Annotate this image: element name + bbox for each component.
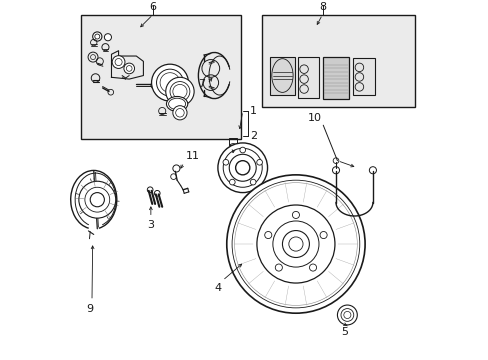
Text: 1: 1 [249, 106, 256, 116]
Ellipse shape [168, 98, 185, 109]
Circle shape [250, 179, 255, 185]
Circle shape [79, 181, 116, 218]
Circle shape [240, 147, 245, 153]
Text: 7: 7 [198, 79, 205, 89]
Bar [262, 15, 414, 108]
Circle shape [229, 179, 235, 185]
Bar [81, 15, 241, 139]
Bar [298, 57, 318, 98]
Text: 2: 2 [249, 131, 256, 141]
Circle shape [309, 264, 316, 271]
Text: 5: 5 [341, 327, 347, 337]
Text: 9: 9 [86, 304, 94, 314]
Text: 6: 6 [149, 3, 156, 12]
Circle shape [264, 231, 271, 239]
Circle shape [104, 34, 111, 41]
Circle shape [123, 63, 134, 74]
Text: 10: 10 [307, 113, 321, 123]
Text: 3: 3 [147, 220, 154, 230]
Circle shape [256, 159, 262, 165]
Circle shape [112, 56, 125, 68]
Circle shape [93, 32, 102, 41]
Circle shape [275, 264, 282, 271]
Circle shape [337, 305, 357, 325]
Circle shape [95, 34, 100, 39]
Circle shape [223, 159, 228, 165]
Text: 4: 4 [214, 283, 221, 293]
Bar [322, 57, 348, 99]
Circle shape [319, 231, 326, 239]
Circle shape [165, 77, 194, 106]
Bar [269, 57, 294, 95]
Bar [352, 58, 374, 95]
Circle shape [292, 211, 299, 219]
Circle shape [172, 106, 186, 120]
Text: 11: 11 [185, 151, 200, 161]
Text: 8: 8 [318, 3, 325, 12]
Circle shape [151, 64, 188, 101]
Bar [228, 138, 237, 145]
Ellipse shape [166, 96, 187, 111]
Circle shape [226, 175, 365, 313]
Circle shape [218, 143, 267, 193]
